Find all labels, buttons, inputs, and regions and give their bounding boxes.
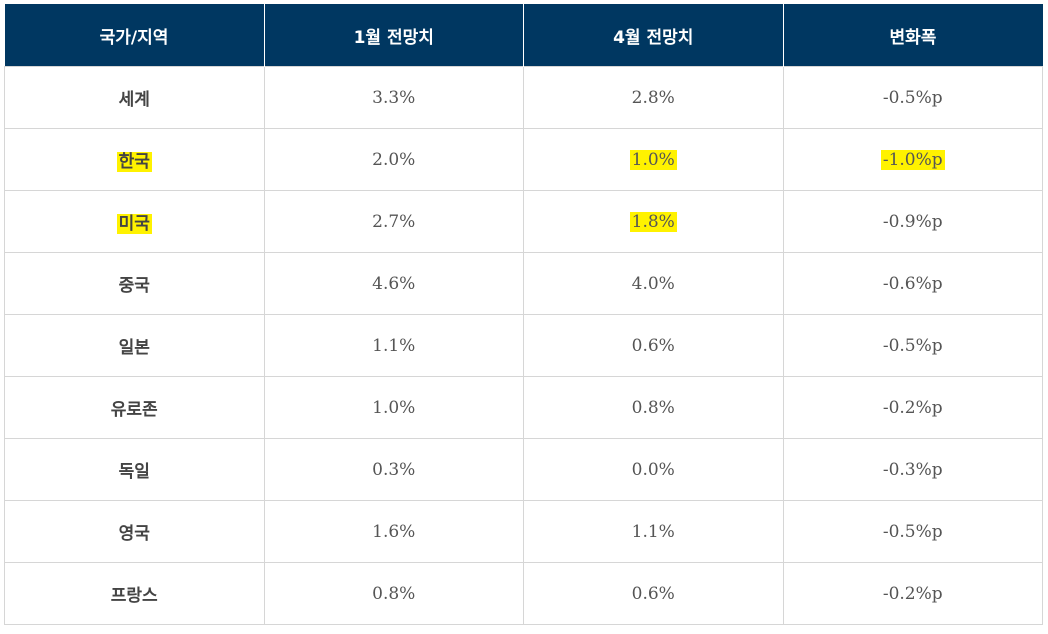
change-cell: -0.5%p <box>782 500 1043 563</box>
country-cell-value: 유로존 <box>110 400 158 420</box>
apr-forecast-cell: 1.8% <box>523 190 784 253</box>
jan-forecast-cell: 0.8% <box>263 562 524 625</box>
apr-forecast-cell-value: 0.6% <box>631 335 675 356</box>
apr-forecast-cell-value: 2.8% <box>631 87 675 108</box>
country-cell: 미국 <box>4 190 265 253</box>
table-row: 미국 2.7% 1.8% -0.9%p <box>4 190 1043 253</box>
header-country: 국가/지역 <box>4 4 264 67</box>
table-row: 영국 1.6% 1.1% -0.5%p <box>4 500 1043 563</box>
change-cell: -1.0%p <box>782 128 1043 191</box>
jan-forecast-cell-value: 2.7% <box>372 211 416 232</box>
table-row: 한국 2.0% 1.0% -1.0%p <box>4 128 1043 191</box>
table-body: 세계 3.3% 2.8% -0.5%p 한국 2.0% 1.0% -1.0%p 미국 2.7% 1.… <box>4 66 1043 625</box>
country-cell: 프랑스 <box>4 562 265 625</box>
country-cell: 독일 <box>4 438 265 501</box>
apr-forecast-cell: 0.8% <box>523 376 784 439</box>
header-change: 변화폭 <box>782 4 1043 67</box>
table-row: 일본 1.1% 0.6% -0.5%p <box>4 314 1043 377</box>
jan-forecast-cell: 0.3% <box>263 438 524 501</box>
country-cell-value: 세계 <box>118 90 150 110</box>
jan-forecast-cell-value: 4.6% <box>372 273 416 294</box>
jan-forecast-cell-value: 1.0% <box>372 397 416 418</box>
jan-forecast-cell-value: 2.0% <box>372 149 416 170</box>
jan-forecast-cell-value: 1.1% <box>372 335 416 356</box>
change-cell: -0.6%p <box>782 252 1043 315</box>
change-cell: -0.5%p <box>782 314 1043 377</box>
country-cell-value: 프랑스 <box>110 586 158 606</box>
change-cell: -0.5%p <box>782 66 1043 129</box>
change-cell-value: -0.5%p <box>882 87 943 108</box>
change-cell-value: -0.9%p <box>882 211 943 232</box>
table-row: 독일 0.3% 0.0% -0.3%p <box>4 438 1043 501</box>
header-row: 국가/지역 1월 전망치 4월 전망치 변화폭 <box>4 4 1043 67</box>
jan-forecast-cell-value: 3.3% <box>372 87 416 108</box>
apr-forecast-cell-value: 1.1% <box>631 521 675 542</box>
jan-forecast-cell: 4.6% <box>263 252 524 315</box>
country-cell-value: 독일 <box>118 462 150 482</box>
country-cell-value: 한국 <box>116 152 152 172</box>
change-cell-value: -0.5%p <box>882 335 943 356</box>
table-row: 세계 3.3% 2.8% -0.5%p <box>4 66 1043 129</box>
table-row: 중국 4.6% 4.0% -0.6%p <box>4 252 1043 315</box>
change-cell: -0.3%p <box>782 438 1043 501</box>
table-header: 국가/지역 1월 전망치 4월 전망치 변화폭 <box>4 4 1043 67</box>
apr-forecast-cell-value: 4.0% <box>631 273 675 294</box>
change-cell-value: -1.0%p <box>880 149 945 170</box>
table-row: 유로존 1.0% 0.8% -0.2%p <box>4 376 1043 439</box>
country-cell: 영국 <box>4 500 265 563</box>
table-row: 프랑스 0.8% 0.6% -0.2%p <box>4 562 1043 625</box>
apr-forecast-cell: 4.0% <box>523 252 784 315</box>
change-cell-value: -0.2%p <box>882 583 943 604</box>
change-cell: -0.9%p <box>782 190 1043 253</box>
country-cell-value: 미국 <box>116 214 152 234</box>
apr-forecast-cell-value: 0.6% <box>631 583 675 604</box>
header-jan-forecast: 1월 전망치 <box>263 4 524 67</box>
change-cell-value: -0.5%p <box>882 521 943 542</box>
country-cell-value: 일본 <box>118 338 150 358</box>
jan-forecast-cell-value: 0.3% <box>372 459 416 480</box>
apr-forecast-cell: 0.6% <box>523 562 784 625</box>
header-apr-forecast: 4월 전망치 <box>523 4 783 67</box>
country-cell-value: 영국 <box>118 524 150 544</box>
jan-forecast-cell-value: 1.6% <box>372 521 416 542</box>
apr-forecast-cell-value: 1.0% <box>629 149 677 170</box>
jan-forecast-cell-value: 0.8% <box>372 583 416 604</box>
apr-forecast-cell-value: 0.8% <box>631 397 675 418</box>
change-cell-value: -0.2%p <box>882 397 943 418</box>
apr-forecast-cell: 0.0% <box>523 438 784 501</box>
apr-forecast-cell-value: 0.0% <box>631 459 675 480</box>
change-cell: -0.2%p <box>782 562 1043 625</box>
apr-forecast-cell: 1.0% <box>523 128 784 191</box>
apr-forecast-cell: 0.6% <box>523 314 784 377</box>
apr-forecast-cell-value: 1.8% <box>629 211 677 232</box>
country-cell-value: 중국 <box>118 276 150 296</box>
apr-forecast-cell: 2.8% <box>523 66 784 129</box>
change-cell-value: -0.6%p <box>882 273 943 294</box>
jan-forecast-cell: 1.1% <box>263 314 524 377</box>
country-cell: 한국 <box>4 128 265 191</box>
jan-forecast-cell: 1.0% <box>263 376 524 439</box>
jan-forecast-cell: 1.6% <box>263 500 524 563</box>
country-cell: 유로존 <box>4 376 265 439</box>
change-cell: -0.2%p <box>782 376 1043 439</box>
apr-forecast-cell: 1.1% <box>523 500 784 563</box>
country-cell: 일본 <box>4 314 265 377</box>
forecast-table: 국가/지역 1월 전망치 4월 전망치 변화폭 세계 3.3% 2.8% -0.5%p… <box>4 4 1043 625</box>
jan-forecast-cell: 2.0% <box>263 128 524 191</box>
change-cell-value: -0.3%p <box>882 459 943 480</box>
country-cell: 세계 <box>4 66 265 129</box>
country-cell: 중국 <box>4 252 265 315</box>
jan-forecast-cell: 3.3% <box>263 66 524 129</box>
jan-forecast-cell: 2.7% <box>263 190 524 253</box>
